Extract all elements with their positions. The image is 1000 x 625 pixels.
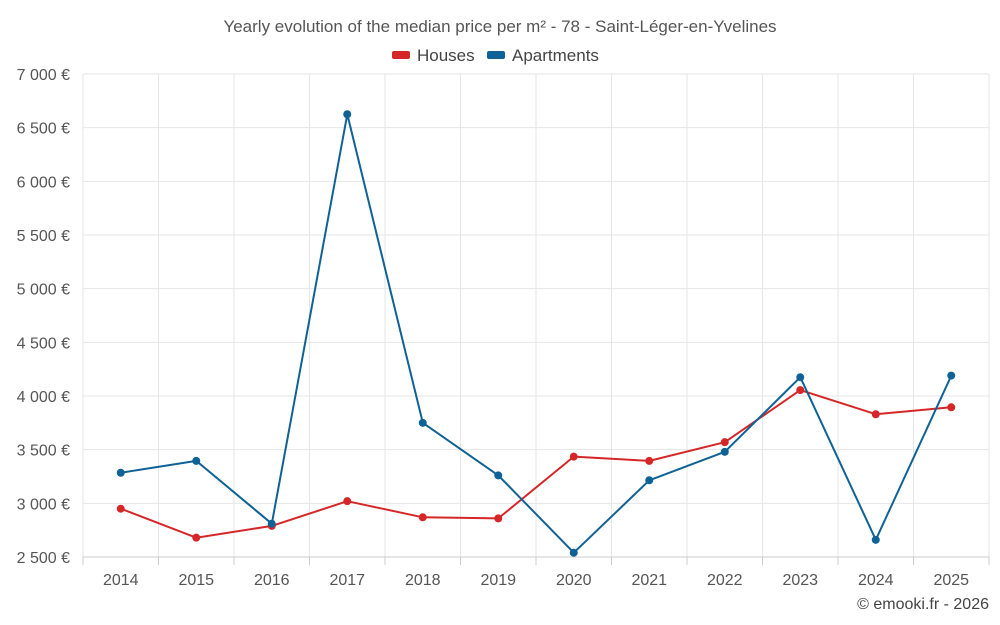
axes: 2 500 € 3 000 € 3 500 € 4 000 € 4 500 € 5 000…: [17, 67, 990, 589]
y-tick-label: 6 500 €: [17, 121, 70, 138]
y-tick-label: 6 000 €: [17, 174, 70, 191]
data-point-houses[interactable]: [192, 533, 201, 542]
y-tick-label: 3 500 €: [17, 443, 70, 460]
data-point-houses[interactable]: [569, 452, 578, 461]
data-point-apartments[interactable]: [871, 535, 880, 544]
series-line-houses: [120, 389, 952, 539]
x-tick-label: 2022: [707, 572, 743, 589]
y-tick-label: 3 000 €: [17, 496, 70, 513]
legend-label-apartments[interactable]: Apartments: [512, 46, 599, 65]
data-point-houses[interactable]: [418, 513, 427, 522]
credit-text: © emooki.fr - 2026: [857, 596, 989, 613]
series-line-apartments: [120, 113, 953, 554]
data-point-apartments[interactable]: [720, 447, 729, 456]
legend-swatch-houses: [392, 51, 410, 59]
data-point-houses[interactable]: [645, 456, 654, 465]
x-tick-label: 2021: [631, 572, 667, 589]
legend-label-houses[interactable]: Houses: [417, 46, 475, 65]
data-point-apartments[interactable]: [494, 471, 503, 480]
legend-swatch-apartments: [487, 51, 505, 59]
y-tick-label: 4 500 €: [17, 335, 70, 352]
x-tick-label: 2014: [103, 572, 139, 589]
y-tick-label: 4 000 €: [17, 389, 70, 406]
x-tick-label: 2017: [329, 572, 365, 589]
gridlines: [82, 73, 990, 557]
y-tick-label: 5 500 €: [17, 228, 70, 245]
data-point-apartments[interactable]: [796, 373, 805, 382]
data-point-apartments[interactable]: [418, 418, 427, 427]
x-tick-label: 2019: [480, 572, 516, 589]
chart-title: Yearly evolution of the median price per…: [223, 17, 776, 36]
y-tick-label: 7 000 €: [17, 67, 70, 84]
x-tick-label: 2023: [782, 572, 818, 589]
x-tick-label: 2020: [556, 572, 592, 589]
data-point-apartments[interactable]: [267, 519, 276, 528]
data-point-houses[interactable]: [720, 438, 729, 447]
legend: Houses Apartments: [392, 46, 599, 65]
x-tick-label: 2018: [405, 572, 441, 589]
series: [116, 110, 956, 557]
data-point-houses[interactable]: [116, 504, 125, 513]
data-point-houses[interactable]: [947, 403, 956, 412]
data-point-houses[interactable]: [494, 514, 503, 523]
x-tick-label: 2016: [254, 572, 290, 589]
data-point-houses[interactable]: [796, 386, 805, 395]
y-tick-label: 5 000 €: [17, 282, 70, 299]
x-tick-label: 2024: [858, 572, 894, 589]
data-point-apartments[interactable]: [343, 110, 352, 119]
data-point-apartments[interactable]: [116, 468, 125, 477]
x-tick-label: 2025: [933, 572, 969, 589]
data-point-houses[interactable]: [871, 410, 880, 419]
data-point-apartments[interactable]: [192, 456, 201, 465]
data-point-apartments[interactable]: [947, 371, 956, 380]
data-point-apartments[interactable]: [569, 548, 578, 557]
data-point-houses[interactable]: [343, 497, 352, 506]
x-tick-label: 2015: [178, 572, 214, 589]
y-tick-label: 2 500 €: [17, 550, 70, 567]
data-point-apartments[interactable]: [645, 476, 654, 485]
